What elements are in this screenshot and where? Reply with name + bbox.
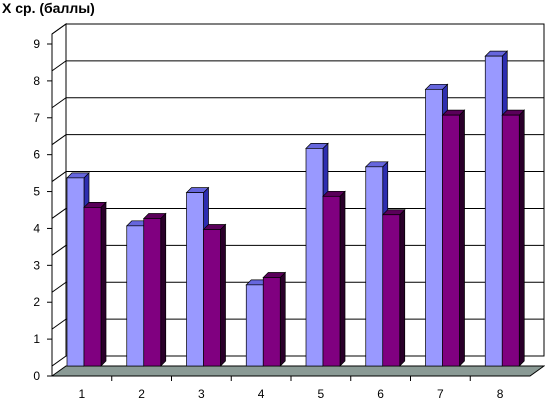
grid-line-side [51, 171, 67, 182]
grid-line-side [51, 208, 67, 219]
x-tick-label-3: 3 [198, 387, 205, 400]
grid-line-side [51, 23, 67, 35]
bars [66, 50, 526, 367]
y-tick-label: 5 [33, 185, 40, 199]
bar-series-2-cat-3 [202, 223, 227, 367]
y-tick-label: 7 [33, 111, 40, 125]
grid-line-side [51, 318, 67, 330]
grid-line-side [51, 97, 67, 109]
x-tick-label-6: 6 [377, 387, 384, 400]
side-wall [51, 23, 67, 367]
bar-series-2-cat-6 [381, 208, 406, 367]
chart-walls [50, 23, 545, 377]
y-tick-label: 9 [33, 37, 40, 51]
bar-series-2-cat-7 [441, 109, 466, 367]
y-tick-label: 2 [33, 295, 40, 309]
grid-line-side [51, 134, 67, 146]
x-tick-label-7: 7 [437, 387, 444, 400]
grid-line-side [51, 60, 67, 72]
x-tick-label-5: 5 [318, 387, 325, 400]
x-tick-label-8: 8 [497, 387, 504, 400]
grid-line-side [51, 244, 67, 256]
y-tick-label: 6 [33, 148, 40, 162]
grid-line-side [51, 281, 67, 293]
x-tick-label-2: 2 [138, 387, 145, 400]
y-tick-label: 8 [33, 74, 40, 88]
chart-title: X ср. (баллы) [2, 0, 95, 16]
x-tick-label-1: 1 [79, 387, 86, 400]
y-axis-ticks: 0 1 2 3 4 5 6 7 8 9 [33, 37, 53, 383]
bar-series-2-cat-4 [262, 271, 287, 367]
bar-series-2-cat-1 [83, 201, 107, 367]
bar-series-2-cat-2 [142, 212, 167, 367]
bar-series-2-cat-8 [501, 109, 526, 367]
y-tick-label: 3 [33, 258, 40, 272]
y-tick-label: 4 [33, 221, 40, 235]
y-tick-label: 1 [33, 332, 40, 346]
y-tick-label: 0 [33, 369, 40, 383]
floor [50, 365, 545, 377]
x-tick-label-4: 4 [258, 387, 265, 400]
bar-series-2-cat-5 [322, 190, 346, 367]
x-axis-ticks: 1 2 3 4 5 6 7 8 [79, 376, 504, 400]
